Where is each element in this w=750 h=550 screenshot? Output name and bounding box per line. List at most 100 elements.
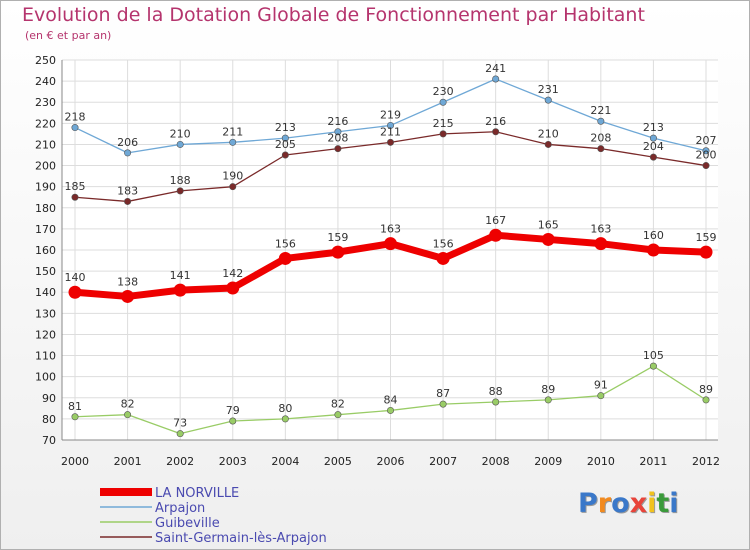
legend-label: Saint-Germain-lès-Arpajon xyxy=(155,531,327,546)
data-label: 211 xyxy=(222,125,243,138)
y-tick-label: 240 xyxy=(35,75,56,88)
data-label: 140 xyxy=(65,271,86,284)
x-tick-label: 2010 xyxy=(587,455,615,468)
x-tick-label: 2001 xyxy=(114,455,142,468)
data-label: 241 xyxy=(485,62,506,75)
data-label: 167 xyxy=(485,214,506,227)
data-label: 213 xyxy=(275,121,296,134)
y-tick-label: 180 xyxy=(35,202,56,215)
legend-label: Arpajon xyxy=(155,501,205,516)
data-point xyxy=(436,251,450,265)
x-tick-label: 2000 xyxy=(61,455,89,468)
x-tick-label: 2003 xyxy=(219,455,247,468)
data-label: 82 xyxy=(121,398,135,411)
y-tick-label: 140 xyxy=(35,286,56,299)
data-point xyxy=(334,128,342,136)
data-label: 73 xyxy=(173,417,187,430)
data-label: 89 xyxy=(541,383,555,396)
data-label: 215 xyxy=(433,117,454,130)
x-tick-label: 2011 xyxy=(639,455,667,468)
x-tick-label: 2012 xyxy=(692,455,720,468)
data-point xyxy=(702,147,710,155)
data-point xyxy=(386,406,394,414)
data-label: 156 xyxy=(275,237,296,250)
data-label: 159 xyxy=(327,231,348,244)
data-point xyxy=(334,145,342,153)
y-tick-label: 80 xyxy=(42,413,56,426)
data-point xyxy=(176,187,184,195)
data-point xyxy=(176,140,184,148)
y-tick-label: 160 xyxy=(35,244,56,257)
data-point xyxy=(544,396,552,404)
data-label: 185 xyxy=(65,180,86,193)
data-point xyxy=(281,415,289,423)
data-point xyxy=(229,417,237,425)
data-label: 142 xyxy=(222,267,243,280)
data-point xyxy=(492,75,500,83)
data-point xyxy=(71,124,79,132)
data-point xyxy=(281,151,289,159)
x-tick-label: 2009 xyxy=(534,455,562,468)
data-point xyxy=(331,245,345,259)
y-tick-label: 120 xyxy=(35,328,56,341)
data-point xyxy=(699,245,713,259)
data-point xyxy=(541,232,555,246)
data-point xyxy=(702,162,710,170)
data-point xyxy=(649,153,657,161)
data-label: 207 xyxy=(696,134,717,147)
data-point xyxy=(71,193,79,201)
x-tick-label: 2006 xyxy=(377,455,405,468)
data-point xyxy=(702,396,710,404)
data-label: 204 xyxy=(643,140,664,153)
data-label: 208 xyxy=(327,132,348,145)
data-point xyxy=(176,430,184,438)
data-point xyxy=(229,138,237,146)
y-tick-label: 110 xyxy=(35,350,56,363)
data-label: 82 xyxy=(331,398,345,411)
data-label: 188 xyxy=(170,174,191,187)
data-label: 221 xyxy=(590,104,611,117)
data-point xyxy=(278,251,292,265)
data-point xyxy=(597,392,605,400)
data-point xyxy=(649,134,657,142)
y-tick-label: 200 xyxy=(35,160,56,173)
data-label: 183 xyxy=(117,184,138,197)
data-point xyxy=(121,289,135,303)
y-tick-label: 130 xyxy=(35,307,56,320)
data-label: 211 xyxy=(380,125,401,138)
data-label: 216 xyxy=(485,115,506,128)
data-point xyxy=(386,138,394,146)
data-label: 216 xyxy=(327,115,348,128)
x-tick-label: 2002 xyxy=(166,455,194,468)
chart-subtitle: (en € et par an) xyxy=(25,29,112,42)
data-label: 206 xyxy=(117,136,138,149)
legend-label: LA NORVILLE xyxy=(155,486,239,501)
y-tick-label: 190 xyxy=(35,181,56,194)
x-tick-label: 2007 xyxy=(429,455,457,468)
data-point xyxy=(124,149,132,157)
y-tick-label: 170 xyxy=(35,223,56,236)
data-label: 160 xyxy=(643,229,664,242)
data-label: 81 xyxy=(68,400,82,413)
data-point xyxy=(597,145,605,153)
data-label: 230 xyxy=(433,85,454,98)
data-label: 156 xyxy=(433,237,454,250)
data-point xyxy=(229,183,237,191)
legend-label: Guibeville xyxy=(155,516,220,531)
x-tick-label: 2008 xyxy=(482,455,510,468)
data-point xyxy=(597,117,605,125)
data-label: 84 xyxy=(384,393,398,406)
data-point xyxy=(492,128,500,136)
data-label: 80 xyxy=(278,402,292,415)
data-label: 87 xyxy=(436,387,450,400)
data-point xyxy=(544,96,552,104)
data-label: 210 xyxy=(170,127,191,140)
data-label: 190 xyxy=(222,170,243,183)
data-point xyxy=(439,130,447,138)
x-tick-label: 2004 xyxy=(271,455,299,468)
data-point xyxy=(71,413,79,421)
y-tick-label: 250 xyxy=(35,54,56,67)
proxiti-logo: Proxiti xyxy=(578,488,679,519)
data-label: 105 xyxy=(643,349,664,362)
